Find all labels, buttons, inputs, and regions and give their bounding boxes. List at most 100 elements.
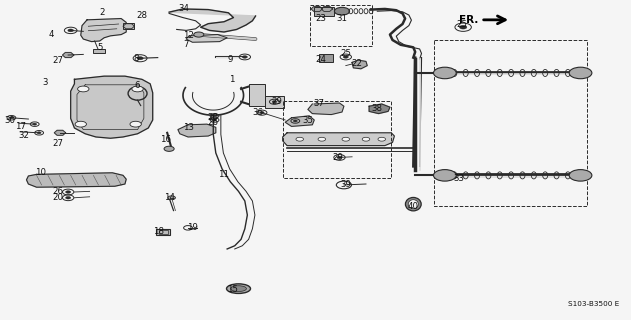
Circle shape <box>168 196 175 200</box>
Circle shape <box>37 132 41 134</box>
Circle shape <box>213 119 216 121</box>
Polygon shape <box>186 35 227 42</box>
Polygon shape <box>54 130 66 135</box>
Text: 3: 3 <box>43 78 48 87</box>
Text: 25: 25 <box>340 49 351 58</box>
Bar <box>159 230 168 234</box>
Circle shape <box>78 86 89 92</box>
Text: 36: 36 <box>252 108 263 117</box>
Text: 20: 20 <box>208 113 219 122</box>
Text: 5: 5 <box>97 43 102 52</box>
Text: 29: 29 <box>332 153 343 162</box>
Circle shape <box>132 86 143 92</box>
Text: 38: 38 <box>372 104 383 113</box>
Text: 8: 8 <box>133 54 138 63</box>
Polygon shape <box>321 6 333 12</box>
Text: 39: 39 <box>340 180 351 189</box>
Text: 18: 18 <box>153 227 165 236</box>
Text: 35: 35 <box>302 116 314 125</box>
Text: 27: 27 <box>52 56 64 65</box>
Text: FR.: FR. <box>459 15 478 25</box>
Circle shape <box>569 170 592 181</box>
Bar <box>265 96 284 108</box>
Polygon shape <box>283 133 394 146</box>
Bar <box>93 49 105 53</box>
Polygon shape <box>369 104 390 114</box>
Circle shape <box>343 56 348 58</box>
Bar <box>314 7 334 16</box>
Text: 9: 9 <box>228 55 233 64</box>
Bar <box>434 40 587 206</box>
Text: 27: 27 <box>52 139 64 148</box>
Circle shape <box>9 117 13 119</box>
Polygon shape <box>285 116 314 126</box>
Text: 16: 16 <box>160 135 171 144</box>
Text: 15: 15 <box>227 285 238 294</box>
Text: S103-B3500 E: S103-B3500 E <box>569 300 620 307</box>
Text: 40: 40 <box>408 202 419 211</box>
Circle shape <box>68 29 74 32</box>
Polygon shape <box>169 9 256 32</box>
Text: 28: 28 <box>136 11 148 20</box>
Circle shape <box>378 137 386 141</box>
Polygon shape <box>178 124 216 137</box>
Circle shape <box>137 57 143 60</box>
Polygon shape <box>311 6 322 12</box>
Circle shape <box>164 146 174 151</box>
Polygon shape <box>308 103 344 115</box>
Text: 13: 13 <box>182 123 194 132</box>
Text: 34: 34 <box>179 4 190 13</box>
Text: 25: 25 <box>456 20 468 29</box>
Circle shape <box>334 7 350 15</box>
Circle shape <box>293 120 297 122</box>
Text: 7: 7 <box>184 40 189 49</box>
Ellipse shape <box>227 284 251 293</box>
Circle shape <box>75 121 86 127</box>
Text: 4: 4 <box>49 30 54 39</box>
Bar <box>123 23 134 29</box>
Polygon shape <box>352 60 367 69</box>
Polygon shape <box>27 173 126 187</box>
Circle shape <box>213 115 216 117</box>
Text: 37: 37 <box>313 99 324 108</box>
Text: 6: 6 <box>135 81 140 90</box>
Polygon shape <box>71 76 153 138</box>
Text: 22: 22 <box>351 59 362 68</box>
Circle shape <box>259 111 264 114</box>
Bar <box>156 229 170 235</box>
Text: 33: 33 <box>454 174 465 183</box>
Circle shape <box>33 123 37 125</box>
Text: 26: 26 <box>208 118 219 127</box>
Text: 26: 26 <box>52 187 64 196</box>
Text: 17: 17 <box>15 122 26 131</box>
Circle shape <box>272 100 277 103</box>
Text: 30: 30 <box>4 116 15 125</box>
Text: 11: 11 <box>218 170 230 179</box>
Polygon shape <box>62 52 74 58</box>
Circle shape <box>342 137 350 141</box>
Circle shape <box>66 196 71 199</box>
Circle shape <box>66 191 71 193</box>
Text: 10: 10 <box>35 168 47 177</box>
Text: 14: 14 <box>163 193 175 202</box>
Ellipse shape <box>231 286 246 292</box>
Circle shape <box>362 137 370 141</box>
Text: 19: 19 <box>187 223 198 232</box>
Circle shape <box>130 121 141 127</box>
Text: 29: 29 <box>271 97 282 106</box>
Ellipse shape <box>408 200 418 209</box>
Polygon shape <box>123 24 134 29</box>
Circle shape <box>194 32 204 37</box>
Text: 12: 12 <box>182 31 194 40</box>
Circle shape <box>242 56 247 58</box>
Ellipse shape <box>406 197 422 211</box>
Text: 24: 24 <box>315 55 326 64</box>
Bar <box>249 84 265 106</box>
Circle shape <box>337 156 342 159</box>
Circle shape <box>433 170 456 181</box>
Bar <box>310 5 372 46</box>
Text: 31: 31 <box>336 14 348 23</box>
Text: 20: 20 <box>52 193 64 202</box>
Polygon shape <box>81 19 126 42</box>
Text: 2: 2 <box>100 8 105 17</box>
